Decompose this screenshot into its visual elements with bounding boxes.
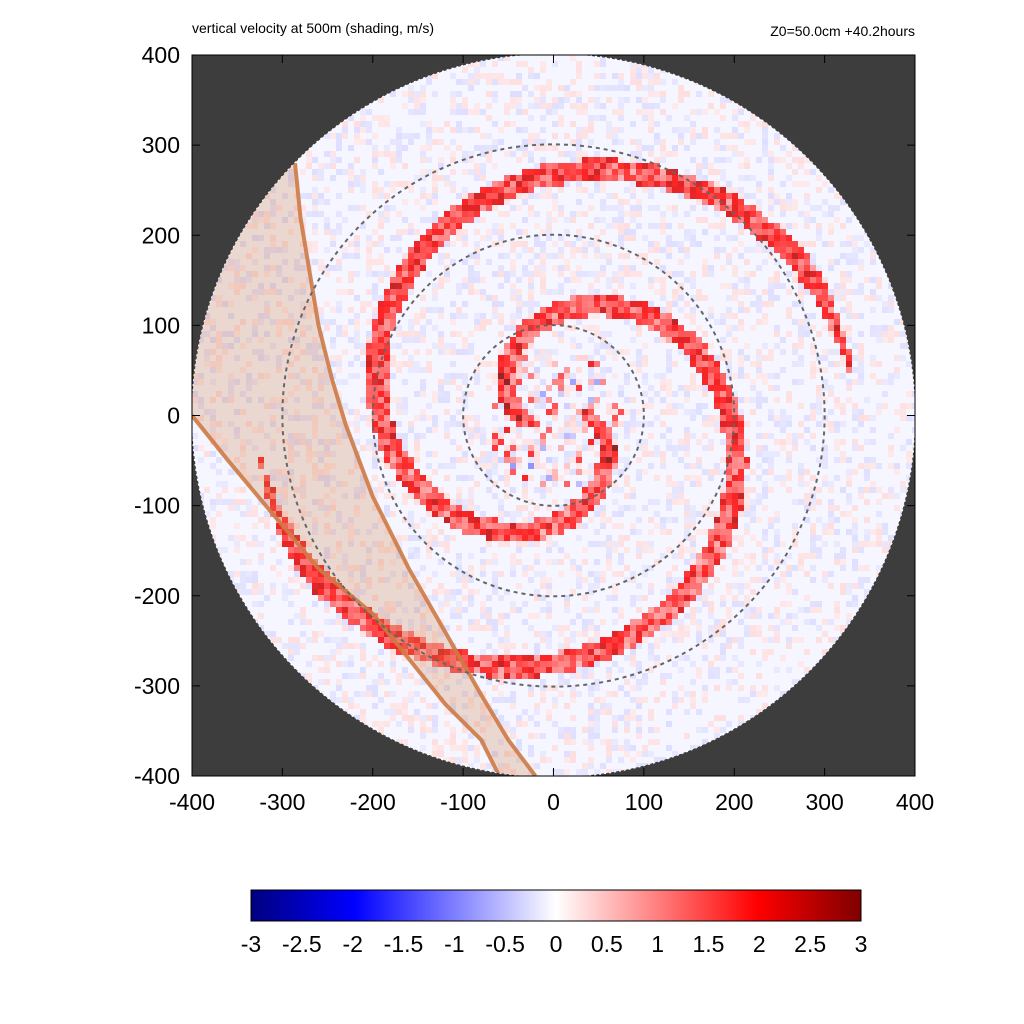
colorbar-tick-label: 0.5 — [591, 931, 623, 957]
range-rings — [281, 143, 826, 688]
colorbar-tick-label: 2.5 — [794, 931, 826, 957]
y-tick-label: 300 — [142, 132, 180, 158]
x-tick-label: -200 — [350, 789, 396, 815]
y-tick-label: 200 — [142, 222, 180, 248]
y-tick-label: 400 — [142, 42, 180, 68]
colorbar-tick-label: -0.5 — [485, 931, 525, 957]
colorbar-tick-label: 2 — [753, 931, 766, 957]
x-tick-label: 400 — [896, 789, 934, 815]
colorbar — [250, 889, 862, 922]
colorbar-tick-label: 0 — [550, 931, 563, 957]
axis-ticks — [191, 54, 916, 777]
colorbar-tick-label: -1.5 — [384, 931, 424, 957]
y-tick-label: -200 — [134, 583, 180, 609]
x-tick-label: -300 — [259, 789, 305, 815]
colorbar-tick-label: 1.5 — [693, 931, 725, 957]
track-swath — [192, 162, 538, 777]
x-axis: -400 -300 -200 -100 0 100 200 300 400 — [169, 789, 934, 815]
x-tick-label: 100 — [625, 789, 663, 815]
colorbar-tick-label: -1 — [444, 931, 464, 957]
chart-subtitle: Z0=50.0cm +40.2hours — [770, 23, 915, 39]
y-tick-label: -300 — [134, 673, 180, 699]
range-ring-200 — [371, 233, 736, 598]
x-tick-label: 300 — [805, 789, 843, 815]
colorbar-tick-label: 1 — [651, 931, 664, 957]
x-tick-label: -400 — [169, 789, 215, 815]
range-ring-300 — [281, 143, 826, 688]
chart-title: vertical velocity at 500m (shading, m/s) — [192, 20, 434, 36]
y-axis: -400 -300 -200 -100 0 100 200 300 400 — [134, 42, 180, 789]
colorbar-tick-label: 3 — [855, 931, 868, 957]
colorbar-tick-label: -2.5 — [282, 931, 322, 957]
colorbar-tick-label: -2 — [342, 931, 362, 957]
range-ring-100 — [462, 324, 645, 507]
y-tick-label: 100 — [142, 312, 180, 338]
colorbar-tick-label: -3 — [241, 931, 261, 957]
y-tick-label: 0 — [167, 403, 180, 429]
x-tick-label: -100 — [440, 789, 486, 815]
y-tick-label: -100 — [134, 493, 180, 519]
colorbar-axis: -3 -2.5 -2 -1.5 -1 -0.5 0 0.5 1 1.5 2 2.5 3 — [241, 931, 868, 957]
y-tick-label: -400 — [134, 763, 180, 789]
x-tick-label: 200 — [715, 789, 753, 815]
x-tick-label: 0 — [547, 789, 560, 815]
